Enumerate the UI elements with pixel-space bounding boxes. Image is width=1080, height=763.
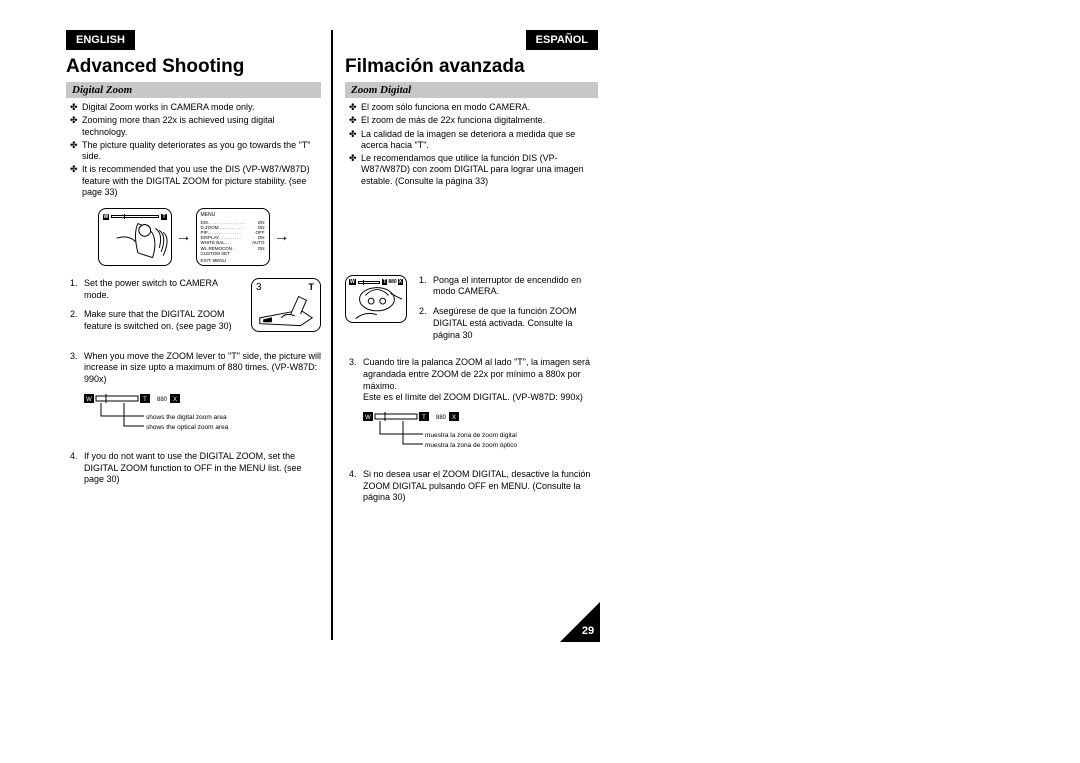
page-number-corner: 29	[560, 602, 600, 642]
ordered-list-left-c: 4.If you do not want to use the DIGITAL …	[66, 451, 321, 486]
bullet-list-left: Digital Zoom works in CAMERA mode only. …	[66, 102, 321, 198]
bullet-item: Le recomendamos que utilice la función D…	[349, 153, 598, 187]
subsection-title-left: Digital Zoom	[66, 82, 321, 98]
left-column: ENGLISH Advanced Shooting Digital Zoom D…	[66, 30, 331, 640]
subsection-title-right: Zoom Digital	[345, 82, 598, 98]
bullet-item: La calidad de la imagen se deteriora a m…	[349, 129, 598, 152]
step-item: 3. Cuando tire la palanca ZOOM al lado "…	[349, 357, 598, 404]
section-title-right: Filmación avanzada	[345, 56, 598, 78]
bullet-item: Digital Zoom works in CAMERA mode only.	[70, 102, 321, 113]
manual-page-spread: ENGLISH Advanced Shooting Digital Zoom D…	[66, 30, 606, 640]
page-number: 29	[582, 625, 594, 637]
x-label: X	[173, 397, 177, 403]
svg-text:T: T	[422, 415, 426, 421]
svg-text:X: X	[452, 415, 456, 421]
ordered-list-right-b: 3. Cuando tire la palanca ZOOM al lado "…	[345, 357, 598, 404]
svg-text:880: 880	[436, 415, 447, 421]
bullet-item: El zoom sólo funciona en modo CAMERA.	[349, 102, 598, 113]
figure-panel-menu: MENU DIS.................ON D.ZOOM......…	[196, 208, 270, 266]
step-item: 1.Ponga el interruptor de encendido en m…	[419, 275, 598, 298]
menu-title: MENU	[201, 213, 265, 219]
bullet-item: Zooming more than 22x is achieved using …	[70, 115, 321, 138]
step-item: 4.Si no desea usar el ZOOM DIGITAL, desa…	[349, 469, 598, 504]
w-label: W	[86, 397, 92, 403]
step-block: 1.Set the power switch to CAMERA mode. 2…	[66, 278, 321, 341]
menu-exit: EXIT: MENU	[201, 258, 265, 263]
step-item: 4.If you do not want to use the DIGITAL …	[70, 451, 321, 486]
ordered-list-left-a: 1.Set the power switch to CAMERA mode. 2…	[66, 278, 245, 333]
bullet-item: The picture quality deteriorates as you …	[70, 140, 321, 163]
figure-panel-3: 3 T	[251, 278, 321, 332]
legend-label: muestra la zona de zoom digital	[425, 432, 660, 439]
cartoon-icon	[99, 209, 171, 265]
camera-icon	[252, 279, 320, 331]
bullet-list-right: El zoom sólo funciona en modo CAMERA. El…	[345, 102, 598, 187]
zoom-legend-right: W T 880 X muestra la zona de zoom digita…	[363, 412, 598, 471]
arrow-icon: →	[274, 228, 290, 246]
figure-row: W T →	[66, 208, 321, 266]
cartoon-zoom-icon	[346, 276, 406, 322]
lang-tag-english: ENGLISH	[66, 30, 135, 50]
ordered-list-right-c: 4.Si no desea usar el ZOOM DIGITAL, desa…	[345, 469, 598, 504]
step-item: 2.Asegúrese de que la función ZOOM DIGIT…	[419, 306, 598, 341]
menu-row: CUSTOM SET	[201, 251, 265, 256]
section-title-left: Advanced Shooting	[66, 56, 321, 78]
right-column: ESPAÑOL Filmación avanzada Zoom Digital …	[333, 30, 598, 640]
figure-panel-1: W T	[98, 208, 172, 266]
step-item: 2.Make sure that the DIGITAL ZOOM featur…	[70, 309, 245, 332]
ordered-list-left-b: 3.When you move the ZOOM lever to "T" si…	[66, 351, 321, 386]
ordered-list-right-a: 1.Ponga el interruptor de encendido en m…	[415, 275, 598, 349]
step-block: W T 880 X	[345, 275, 598, 349]
step-item: 1.Set the power switch to CAMERA mode.	[70, 278, 245, 301]
lang-tag-spanish: ESPAÑOL	[526, 30, 598, 50]
step-item: 3.When you move the ZOOM lever to "T" si…	[70, 351, 321, 386]
legend-label: muestra la zona de zoom óptico	[425, 442, 660, 449]
t-label: T	[143, 397, 147, 403]
zoom-number: 880	[157, 397, 168, 403]
svg-text:W: W	[365, 415, 371, 421]
figure-panel-zoomed: W T 880 X	[345, 275, 407, 323]
bullet-item: It is recommended that you use the DIS (…	[70, 164, 321, 198]
bullet-item: El zoom de más de 22x funciona digitalme…	[349, 115, 598, 126]
arrow-icon: →	[176, 228, 192, 246]
zoom-legend-left: W T 880 X shows the digital zoom area sh…	[84, 394, 321, 453]
